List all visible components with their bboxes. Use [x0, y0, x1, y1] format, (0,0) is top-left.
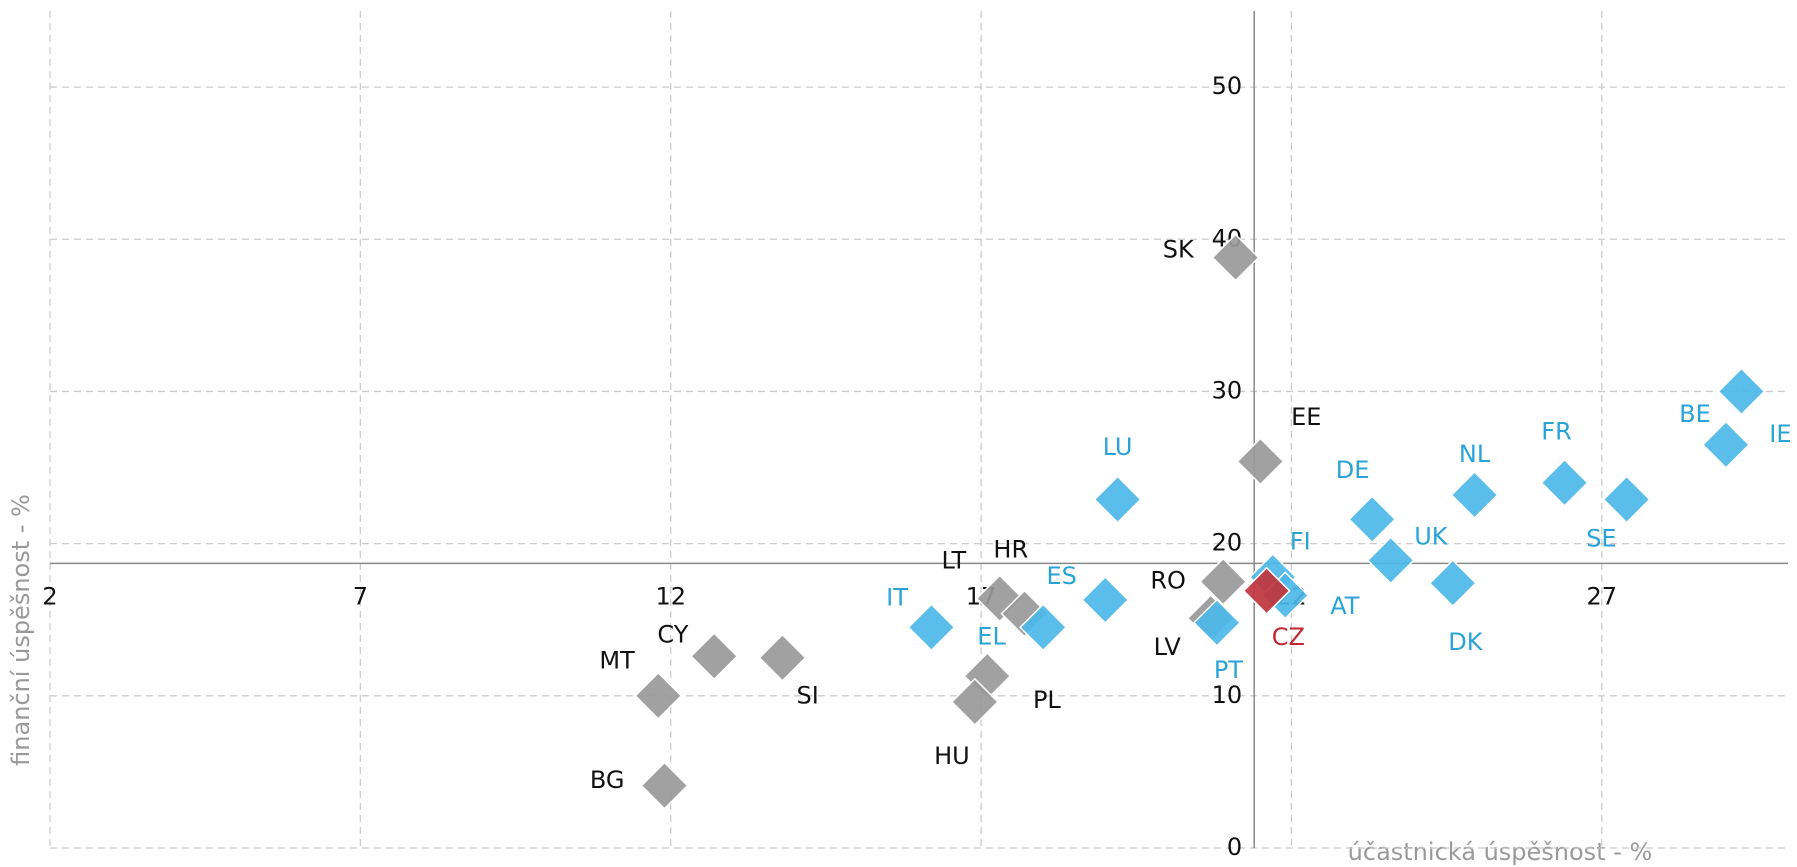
point-label: DE [1336, 456, 1370, 484]
x-tick-label: 12 [655, 582, 686, 610]
point [1701, 420, 1750, 469]
point-label: CY [657, 621, 688, 649]
x-tick-label: 7 [353, 582, 368, 610]
point-label: MT [599, 646, 635, 674]
point-label: HU [934, 742, 970, 770]
y-tick-label: 30 [1212, 376, 1243, 404]
y-tick-label: 10 [1212, 681, 1243, 709]
point-label: LV [1154, 633, 1182, 661]
point [1019, 603, 1068, 652]
point-label: ES [1046, 562, 1076, 590]
point [1211, 233, 1260, 282]
point [1717, 367, 1766, 416]
point-label: SK [1163, 236, 1195, 264]
point [1348, 495, 1397, 544]
point-label: RO [1150, 567, 1186, 595]
point [1236, 437, 1285, 486]
point [1450, 470, 1499, 519]
point-label: BE [1679, 400, 1711, 428]
y-tick-label: 0 [1227, 833, 1242, 861]
point [1093, 475, 1142, 524]
point-label: IE [1769, 420, 1791, 448]
point [950, 677, 999, 726]
point-label: FI [1290, 528, 1311, 556]
point [1242, 566, 1291, 615]
point [634, 671, 683, 720]
point-label: EL [977, 623, 1006, 651]
x-axis-title: účastnická úspěšnost - % [1348, 838, 1653, 866]
point [758, 633, 807, 682]
point [1540, 458, 1589, 507]
point-label: PL [1033, 686, 1061, 714]
y-tick-label: 50 [1212, 72, 1243, 100]
point-label: NL [1459, 440, 1491, 468]
point-label: SI [796, 682, 818, 710]
point-label: IT [886, 584, 908, 612]
point-label: UK [1414, 522, 1449, 550]
point [690, 632, 739, 681]
point-label: LT [941, 547, 966, 575]
point-label: CZ [1272, 623, 1305, 651]
point-label: PT [1214, 656, 1243, 684]
point-label: EE [1291, 403, 1321, 431]
point-label: BG [590, 766, 625, 794]
point [1366, 536, 1415, 585]
point-label: FR [1541, 417, 1571, 445]
point-label: AT [1330, 592, 1360, 620]
y-tick-label: 20 [1212, 529, 1243, 557]
point [1199, 557, 1248, 606]
point [1428, 559, 1477, 608]
point-label: HR [993, 536, 1028, 564]
point [1081, 575, 1130, 625]
y-axis-title: finanční úspěšnost - % [7, 494, 35, 766]
point [1602, 475, 1651, 524]
point [1192, 598, 1242, 647]
x-tick-label: 27 [1587, 582, 1618, 610]
point [907, 603, 956, 652]
point-label: LU [1103, 433, 1133, 461]
point-label: DK [1448, 628, 1483, 656]
x-tick-label: 2 [42, 582, 57, 610]
point-label: SE [1586, 525, 1616, 553]
point [640, 761, 689, 810]
